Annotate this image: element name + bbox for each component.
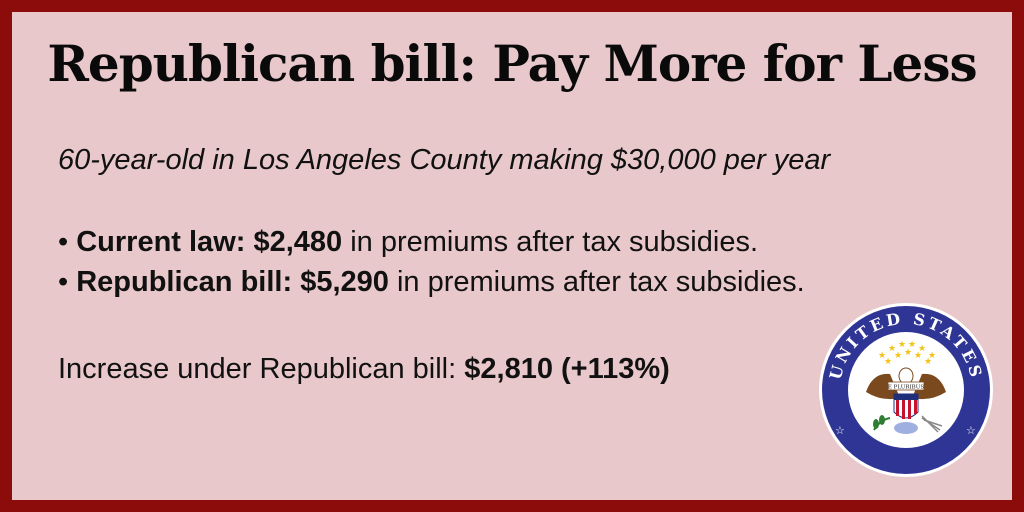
svg-text:★: ★ — [878, 351, 886, 361]
bullet-marker: • — [58, 266, 69, 298]
headline: Republican bill: Pay More for Less — [47, 34, 977, 93]
svg-text:★: ★ — [888, 344, 896, 354]
increase-value: $2,810 (+113%) — [464, 353, 670, 385]
olive-branch-icon — [873, 415, 891, 431]
motto-banner: E PLURIBUS — [888, 385, 924, 391]
svg-text:★: ★ — [884, 357, 892, 367]
scenario-subtitle: 60-year-old in Los Angeles County making… — [58, 144, 831, 176]
comparison-list: • Current law: $2,480 in premiums after … — [58, 222, 805, 302]
item-label: Current law: — [76, 226, 246, 258]
gold-stars-icon: ★★ ★ ★ ★★ ★★ ★ ★★ — [878, 340, 936, 367]
increase-summary: Increase under Republican bill: $2,810 (… — [58, 353, 670, 386]
senate-seal-logo: UNITED STATES SENATE ☆ ☆ ★★ ★ ★ ★★ ★★ ★ ★★ … — [819, 303, 993, 477]
list-item-current-law: • Current law: $2,480 in premiums after … — [58, 222, 805, 262]
eagle-icon: E PLURIBUS — [866, 367, 946, 400]
svg-text:☆: ☆ — [966, 424, 976, 437]
svg-text:★: ★ — [908, 340, 916, 350]
laurel-icon — [894, 422, 918, 434]
item-description: in premiums after tax subsidies. — [388, 266, 805, 298]
item-description: in premiums after tax subsidies. — [342, 226, 758, 258]
svg-text:★: ★ — [904, 348, 912, 358]
arrows-icon — [921, 415, 943, 433]
svg-text:☆: ☆ — [835, 424, 845, 437]
bullet-marker: • — [58, 226, 69, 258]
item-label: Republican bill: — [76, 266, 293, 298]
item-amount: $2,480 — [253, 226, 343, 258]
svg-text:★: ★ — [894, 351, 902, 361]
svg-text:★: ★ — [898, 340, 906, 350]
svg-text:★: ★ — [914, 351, 922, 361]
item-amount: $5,290 — [300, 266, 389, 298]
increase-label: Increase under Republican bill: — [58, 353, 465, 385]
svg-text:★: ★ — [924, 357, 932, 367]
svg-text:★: ★ — [918, 344, 926, 354]
svg-text:★: ★ — [928, 351, 936, 361]
shield-icon — [893, 393, 919, 419]
list-item-republican-bill: • Republican bill: $5,290 in premiums af… — [58, 262, 805, 302]
ring-stars-icon: ☆ ☆ — [835, 424, 976, 437]
